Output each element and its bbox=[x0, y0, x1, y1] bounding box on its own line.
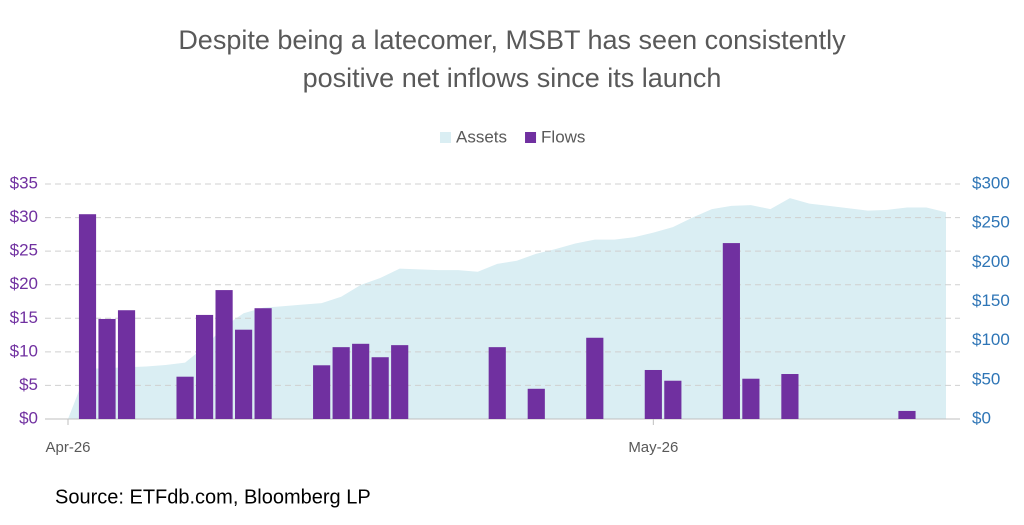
y-tick-label: $15 bbox=[10, 308, 38, 327]
bar bbox=[488, 347, 506, 419]
bar bbox=[781, 374, 799, 419]
y2-tick-label: $0 bbox=[972, 408, 991, 427]
bar bbox=[215, 290, 233, 419]
y-tick-label: $20 bbox=[10, 274, 38, 293]
bar bbox=[254, 308, 272, 419]
y-tick-label: $30 bbox=[10, 207, 38, 226]
bar bbox=[313, 365, 331, 419]
bar bbox=[332, 347, 350, 419]
bar bbox=[78, 214, 97, 419]
bar bbox=[722, 243, 740, 419]
bar bbox=[117, 310, 136, 419]
bar bbox=[235, 329, 253, 419]
bar bbox=[527, 388, 545, 419]
x-tick-label: Apr-26 bbox=[45, 439, 90, 456]
bar bbox=[98, 318, 116, 419]
bar bbox=[742, 378, 760, 419]
legend-swatch bbox=[525, 132, 537, 143]
y2-tick-label: $50 bbox=[972, 369, 1000, 388]
y-tick-label: $5 bbox=[19, 375, 38, 394]
y2-tick-label: $200 bbox=[972, 252, 1010, 271]
y-tick-label: $35 bbox=[10, 173, 38, 192]
bar bbox=[352, 343, 370, 419]
source-note: Source: ETFdb.com, Bloomberg LP bbox=[55, 486, 371, 508]
y-tick-label: $0 bbox=[19, 408, 38, 427]
y2-tick-label: $100 bbox=[972, 330, 1010, 349]
bar bbox=[664, 380, 682, 419]
y-tick-label: $25 bbox=[10, 241, 38, 260]
legend-label: Assets bbox=[456, 127, 507, 146]
y-tick-label: $10 bbox=[10, 341, 38, 360]
bar bbox=[586, 337, 604, 419]
y2-tick-label: $300 bbox=[972, 173, 1010, 192]
bar bbox=[195, 314, 214, 419]
bar bbox=[371, 357, 389, 419]
bar bbox=[898, 410, 916, 419]
y2-tick-label: $250 bbox=[972, 213, 1010, 232]
bar bbox=[644, 369, 662, 419]
x-tick-label: May-26 bbox=[628, 439, 678, 456]
legend-swatch bbox=[440, 132, 451, 143]
bar bbox=[391, 345, 409, 419]
y2-tick-label: $150 bbox=[972, 291, 1010, 310]
chart-title: Despite being a latecomer, MSBT has seen… bbox=[178, 25, 846, 55]
bar bbox=[176, 376, 194, 419]
legend-label: Flows bbox=[541, 127, 585, 146]
chart-title: positive net inflows since its launch bbox=[303, 63, 722, 93]
